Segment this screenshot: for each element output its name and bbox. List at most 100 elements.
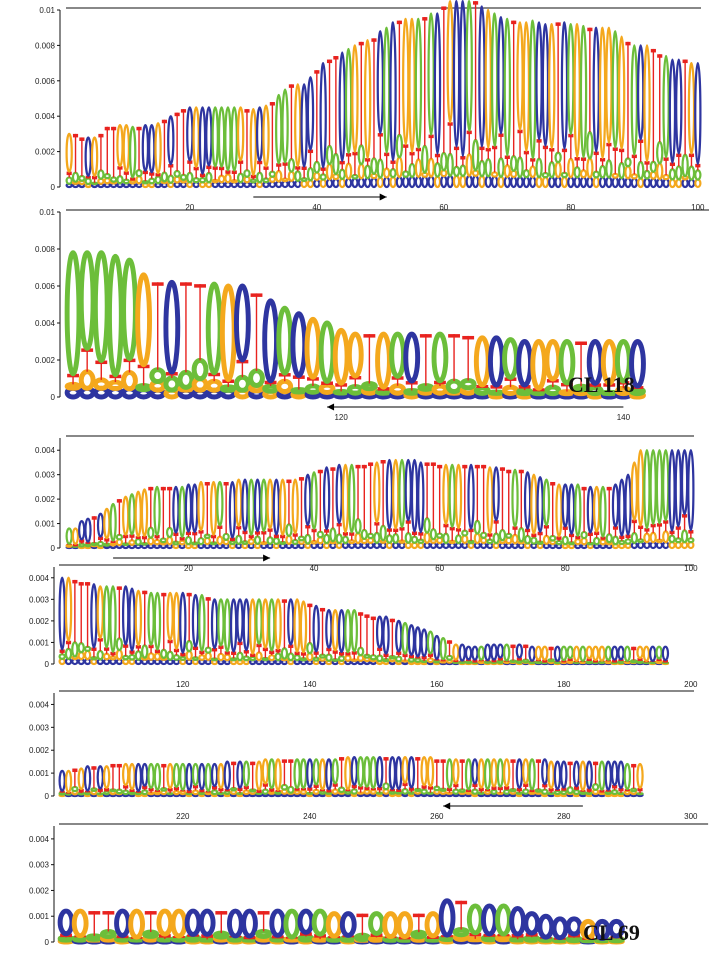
logo-column xyxy=(135,126,143,189)
x-tick-label: 260 xyxy=(430,812,444,821)
logo-column xyxy=(166,762,174,798)
logo-column xyxy=(248,598,257,666)
logo-letter-T-stem xyxy=(87,175,89,179)
logo-letter-T-stem xyxy=(176,112,178,172)
logo-letter-G xyxy=(579,760,587,792)
logo-column xyxy=(242,598,251,666)
logo-letter-C xyxy=(438,898,456,938)
logo-letter-T-stem xyxy=(372,787,375,791)
logo-letter-T-stem xyxy=(436,759,438,787)
logo-letter-T-stem xyxy=(322,167,324,175)
logo-letter-G xyxy=(350,658,358,662)
logo-column xyxy=(299,600,308,666)
logo-column xyxy=(611,30,619,189)
logo-column xyxy=(483,758,492,798)
logo-letter-G xyxy=(593,485,601,533)
logo-letter-A xyxy=(140,541,149,546)
logo-letter-A xyxy=(629,386,646,397)
logo-column xyxy=(147,486,155,550)
logo-letter-A xyxy=(509,788,517,793)
logo-letter-T-stem xyxy=(627,534,629,540)
logo-column xyxy=(262,104,270,189)
logo-letter-T-stem xyxy=(363,464,365,530)
logo-letter-T-stem xyxy=(252,174,255,180)
logo-letter-C xyxy=(304,473,312,527)
logo-column xyxy=(71,527,80,550)
logo-letter-T-stem xyxy=(232,651,235,659)
logo-letter-C xyxy=(337,608,346,654)
logo-column xyxy=(78,520,86,550)
logo-letter-T-stem xyxy=(124,644,127,656)
logo-column xyxy=(354,464,362,550)
logo-column xyxy=(487,335,505,400)
logo-letter-A xyxy=(529,19,537,160)
logo-column xyxy=(442,463,450,550)
logo-letter-T-stem xyxy=(588,788,590,793)
logo-letter-A xyxy=(109,502,117,542)
logo-column xyxy=(134,589,143,666)
logo-letter-G xyxy=(573,23,581,159)
logo-letter-G xyxy=(331,608,339,652)
x-tick-label: 200 xyxy=(684,680,698,689)
logo-panels: 0 0.002 0.004 0.006 0.008 0.01 20 40 60 80 100 0 0.0… xyxy=(29,0,709,959)
logo-letter-T-stem xyxy=(169,639,171,652)
logo-column xyxy=(617,645,625,666)
logo-panel-1: 0 0.002 0.004 0.006 0.008 0.01 20 40 60 80 100 xyxy=(35,0,705,212)
logo-letter-C xyxy=(433,12,442,155)
logo-letter-T-stem xyxy=(309,787,311,793)
logo-letter-A xyxy=(396,936,414,943)
logo-letter-T-stem xyxy=(443,6,445,153)
logo-letter-T-stem xyxy=(163,592,165,650)
logo-column xyxy=(610,645,619,666)
logo-column xyxy=(134,490,142,550)
logo-letter-T-stem xyxy=(262,911,265,932)
logo-panel-5: 0 0.001 0.002 0.003 0.004 220 240 260 280 300 xyxy=(29,690,698,821)
logo-letter-T-stem xyxy=(385,152,388,169)
logo-letter-A xyxy=(617,659,625,665)
logo-column xyxy=(209,480,218,550)
logo-letter-G xyxy=(64,576,73,642)
logo-column xyxy=(363,614,371,666)
logo-column xyxy=(440,6,448,189)
logo-letter-T-stem xyxy=(436,153,439,164)
logo-letter-A xyxy=(558,339,576,386)
logo-column xyxy=(529,19,537,189)
logo-column xyxy=(579,24,588,189)
logo-letter-T-stem xyxy=(505,786,508,790)
logo-column xyxy=(134,762,143,798)
logo-letter-T-stem xyxy=(246,109,248,171)
logo-letter-G xyxy=(598,645,606,662)
logo-letter-T-stem xyxy=(526,528,529,536)
logo-letter-T-stem xyxy=(372,616,375,656)
logo-column xyxy=(498,467,507,550)
logo-letter-C xyxy=(553,760,562,791)
logo-letter-G xyxy=(311,936,329,943)
logo-column xyxy=(179,591,187,666)
logo-letter-C xyxy=(141,762,149,787)
logo-column xyxy=(103,126,111,189)
logo-letter-T-stem xyxy=(575,786,578,791)
logo-letter-T-stem xyxy=(608,383,610,393)
logo-letter-A xyxy=(426,630,435,655)
logo-letter-T-stem xyxy=(518,657,521,661)
logo-letter-G xyxy=(166,591,174,641)
logo-column xyxy=(115,586,124,666)
logo-column xyxy=(467,463,475,550)
logo-letter-T-stem xyxy=(118,499,121,535)
logo-letter-G xyxy=(598,26,607,160)
logo-letter-T-stem xyxy=(512,759,514,790)
logo-letter-G xyxy=(274,598,282,651)
logo-letter-A xyxy=(77,792,85,796)
logo-letter-T-stem xyxy=(298,375,300,390)
logo-column xyxy=(592,26,600,189)
logo-letter-T-stem xyxy=(566,382,568,392)
logo-column xyxy=(528,645,536,666)
logo-letter-A xyxy=(649,449,657,525)
logo-letter-T-stem xyxy=(124,534,127,544)
logo-letter-C xyxy=(407,755,416,789)
logo-letter-T-stem xyxy=(525,783,527,790)
logo-letter-C xyxy=(338,51,346,162)
logo-letter-T-stem xyxy=(313,528,315,541)
logo-letter-C xyxy=(185,762,193,791)
logo-column xyxy=(446,0,454,189)
